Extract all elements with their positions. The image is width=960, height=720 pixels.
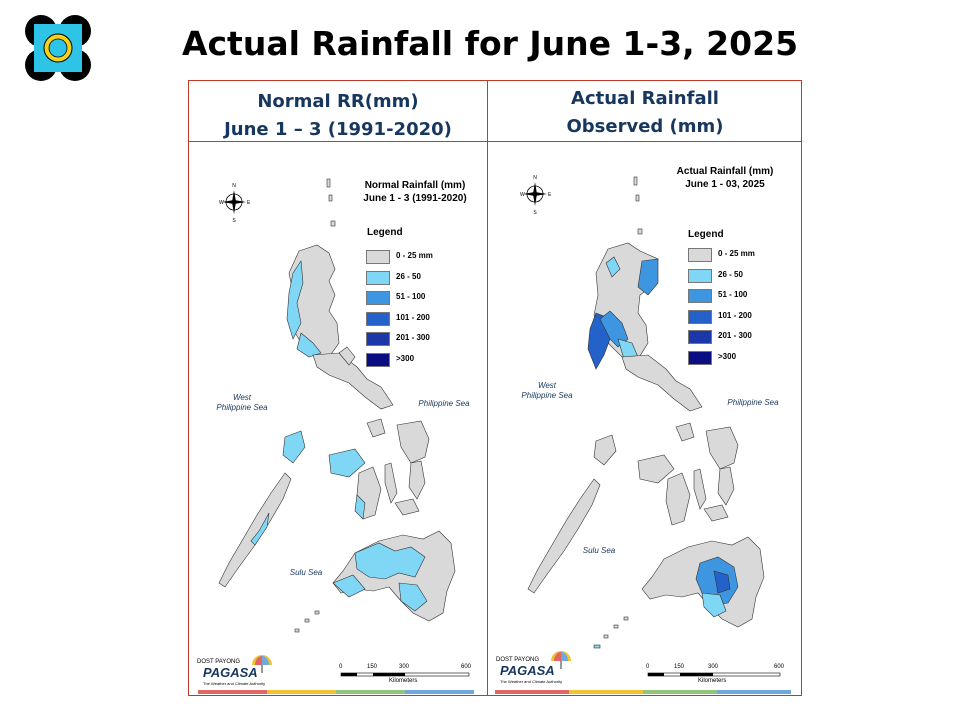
- compass-s-label: S: [232, 218, 236, 223]
- legend-label: >300: [718, 351, 737, 361]
- scale-bar: [340, 672, 470, 677]
- scale-tick-0: 0: [646, 664, 650, 670]
- left-panel-header: Normal RR(mm) June 1 – 3 (1991-2020): [190, 88, 486, 144]
- brand-stripe: [267, 690, 336, 694]
- brand-stripe: [569, 690, 643, 694]
- right-map-title-line2: June 1 - 03, 2025: [685, 179, 765, 190]
- legend-swatch: [688, 248, 712, 262]
- compass-n-label: N: [232, 183, 236, 189]
- sea-label-south: Sulu Sea: [289, 568, 323, 577]
- legend-label: 201 - 300: [718, 331, 752, 340]
- scale-unit: Kilometers: [698, 678, 727, 684]
- scale-tick-0: 0: [339, 664, 343, 670]
- scale-tick-150: 150: [367, 664, 378, 670]
- compass-s-label: S: [533, 210, 537, 215]
- compass-n-label: N: [533, 175, 537, 181]
- brand-tagline: The Weather and Climate Authority: [500, 679, 563, 684]
- compass-w-label: W: [219, 200, 224, 206]
- comparison-frame: [188, 80, 802, 696]
- legend-swatch: [366, 291, 390, 305]
- philippines-map-normal: [218, 178, 456, 633]
- right-header-line1: Actual Rainfall: [571, 88, 719, 109]
- compass-rose-icon: N S W E: [219, 183, 251, 223]
- legend-label: 26 - 50: [396, 271, 421, 281]
- brand-small-label: DOST PAYONG: [496, 657, 540, 663]
- legend-label: 26 - 50: [718, 269, 743, 279]
- legend-swatch: [688, 268, 712, 283]
- philippines-map-actual: [527, 176, 765, 649]
- legend-label: 51 - 100: [396, 292, 426, 301]
- legend-label: 0 - 25 mm: [396, 251, 433, 260]
- scale-tick-300: 300: [708, 664, 719, 670]
- left-map-title: Normal Rainfall (mm) June 1 - 3 (1991-20…: [355, 179, 475, 205]
- scale-tick-600: 600: [461, 664, 472, 670]
- sea-label-east: Philippine Sea: [727, 398, 779, 407]
- scale-unit: Kilometers: [389, 678, 418, 684]
- left-header-line2: June 1 – 3 (1991-2020): [224, 119, 452, 140]
- brand-tagline: The Weather and Climate Authority: [203, 681, 266, 686]
- right-header-line2: Observed (mm): [566, 116, 724, 137]
- actual-rainfall-map-panel: N S W E Actual Rainfall (mm) June 1 - 03…: [488, 143, 801, 695]
- legend-label: 0 - 25 mm: [718, 249, 755, 258]
- left-header-line1: Normal RR(mm): [257, 91, 419, 112]
- right-legend-title: Legend: [688, 229, 724, 240]
- compass-rose-icon: N S W E: [520, 175, 552, 215]
- pagasa-umbrella-icon: [551, 651, 571, 669]
- left-map-title-line2: June 1 - 3 (1991-2020): [363, 193, 467, 204]
- sea-label-south: Sulu Sea: [582, 546, 616, 555]
- brand-stripe: [643, 690, 717, 694]
- scale-tick-300: 300: [399, 664, 410, 670]
- brand-stripe: [198, 690, 267, 694]
- compass-e-label: E: [247, 200, 251, 206]
- brand-stripe: [336, 690, 405, 694]
- scale-tick-600: 600: [774, 664, 785, 670]
- sea-label-east: Philippine Sea: [418, 399, 470, 408]
- legend-label: 201 - 300: [396, 333, 430, 342]
- horizontal-divider: [188, 141, 802, 142]
- pagasa-umbrella-icon: [252, 655, 272, 673]
- brand-stripe: [495, 690, 569, 694]
- right-panel-header: Actual Rainfall Observed (mm): [489, 85, 801, 141]
- legend-label: 101 - 200: [718, 310, 752, 320]
- legend-swatch: [366, 332, 390, 346]
- legend-label: >300: [396, 353, 415, 363]
- vertical-divider: [487, 80, 488, 696]
- compass-e-label: E: [548, 192, 552, 198]
- legend-label: 101 - 200: [396, 312, 430, 322]
- legend-swatch: [688, 289, 712, 303]
- brand-name: PAGASA: [500, 663, 555, 678]
- legend-swatch: [688, 330, 712, 344]
- brand-name: PAGASA: [203, 665, 258, 680]
- page-title: Actual Rainfall for June 1-3, 2025: [181, 24, 799, 63]
- brand-small-label: DOST PAYONG: [197, 659, 241, 665]
- sea-label-west: West Philippine Sea: [521, 381, 573, 400]
- legend-swatch: [366, 311, 390, 326]
- legend-label: 51 - 100: [718, 290, 748, 299]
- brand-stripe: [717, 690, 791, 694]
- right-map-title-line1: Actual Rainfall (mm): [676, 166, 774, 177]
- legend-swatch: [366, 352, 390, 367]
- scale-bar: [647, 672, 781, 677]
- brand-stripe: [405, 690, 474, 694]
- scale-tick-150: 150: [674, 664, 685, 670]
- left-legend-title: Legend: [367, 227, 403, 238]
- legend-swatch: [366, 270, 390, 285]
- right-map-title: Actual Rainfall (mm) June 1 - 03, 2025: [660, 165, 790, 191]
- sea-label-west: West Philippine Sea: [216, 393, 268, 412]
- compass-w-label: W: [520, 192, 525, 198]
- legend-swatch: [688, 350, 712, 365]
- dost-logo: [24, 14, 92, 82]
- legend-swatch: [366, 250, 390, 264]
- normal-rainfall-map-panel: N S W E Normal Rainfall (mm) June 1 - 3 …: [189, 143, 487, 695]
- left-map-title-line1: Normal Rainfall (mm): [364, 180, 466, 191]
- legend-swatch: [688, 309, 712, 324]
